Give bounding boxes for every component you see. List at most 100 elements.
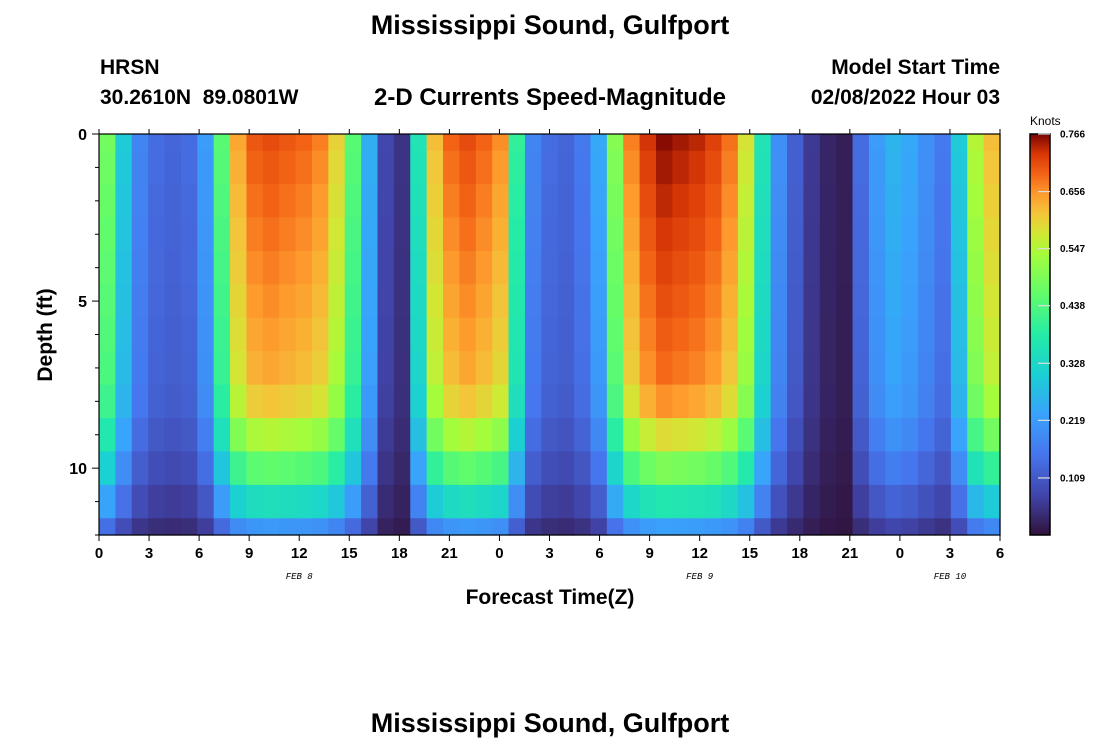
- heatmap-cell: [639, 317, 657, 352]
- heatmap-cell: [180, 250, 198, 285]
- heatmap-cell: [934, 217, 952, 252]
- heatmap-cell: [115, 317, 133, 352]
- heatmap-cell: [885, 518, 903, 536]
- heatmap-cell: [967, 250, 985, 285]
- heatmap-cell: [819, 250, 837, 285]
- heatmap-cell: [541, 150, 559, 185]
- heatmap-cell: [803, 134, 821, 152]
- heatmap-cell: [246, 418, 264, 453]
- heatmap-cell: [164, 134, 182, 152]
- heatmap-cell: [574, 451, 592, 486]
- heatmap-cell: [180, 184, 198, 219]
- heatmap-cell: [361, 317, 379, 352]
- heatmap-cell: [393, 484, 411, 519]
- heatmap-cell: [115, 150, 133, 185]
- heatmap-cell: [328, 518, 346, 536]
- heatmap-cell: [148, 351, 166, 386]
- heatmap-cell: [344, 184, 362, 219]
- heatmap-cell: [639, 484, 657, 519]
- heatmap-cell: [770, 184, 788, 219]
- heatmap-cell: [443, 451, 460, 486]
- heatmap-cell: [361, 351, 379, 386]
- heatmap-cell: [524, 518, 542, 536]
- heatmap-cell: [655, 134, 673, 152]
- heatmap-cell: [836, 384, 854, 419]
- heatmap-cell: [230, 284, 248, 319]
- heatmap-cell: [377, 217, 395, 252]
- heatmap-cell: [868, 351, 886, 386]
- heatmap-cell: [197, 484, 215, 519]
- heatmap-cell: [770, 351, 788, 386]
- heatmap-cell: [344, 284, 362, 319]
- heatmap-cell: [508, 384, 526, 419]
- heatmap-cell: [639, 418, 657, 453]
- heatmap-cell: [459, 217, 477, 252]
- heatmap-cell: [508, 451, 526, 486]
- heatmap-cell: [213, 451, 231, 486]
- heatmap-cell: [770, 384, 788, 419]
- heatmap-cell: [393, 217, 411, 252]
- heatmap-cell: [262, 184, 280, 219]
- heatmap-cell: [426, 284, 444, 319]
- heatmap-cell: [459, 250, 477, 285]
- heatmap-cell: [148, 451, 166, 486]
- heatmap-cell: [983, 150, 1001, 185]
- heatmap-cell: [311, 518, 329, 536]
- x-tick-label: 0: [95, 545, 103, 562]
- heatmap-cell: [819, 134, 837, 152]
- heatmap-cell: [508, 317, 526, 352]
- heatmap-cell: [295, 317, 313, 352]
- heatmap-cell: [328, 134, 346, 152]
- heatmap-cell: [918, 150, 936, 185]
- colorbar-tick-label: 0.109: [1060, 473, 1085, 484]
- heatmap-cell: [148, 250, 166, 285]
- heatmap-cell: [344, 451, 362, 486]
- heatmap-cell: [737, 518, 755, 536]
- heatmap-cell: [344, 134, 362, 152]
- x-tick-label: 0: [896, 545, 904, 562]
- heatmap-cell: [803, 384, 821, 419]
- station-coordinates: 30.2610N 89.0801W: [100, 86, 299, 109]
- heatmap-cell: [606, 451, 624, 486]
- heatmap-cell: [361, 150, 379, 185]
- heatmap-cell: [279, 418, 297, 453]
- heatmap-cell: [459, 134, 477, 152]
- heatmap-cell: [99, 217, 116, 252]
- heatmap-cell: [639, 250, 657, 285]
- heatmap-cell: [410, 484, 428, 519]
- heatmap-cell: [393, 384, 411, 419]
- heatmap-cell: [737, 317, 755, 352]
- heatmap-cell: [99, 284, 116, 319]
- heatmap-cell: [803, 518, 821, 536]
- heatmap-cell: [443, 284, 460, 319]
- heatmap-cell: [344, 317, 362, 352]
- heatmap-cell: [590, 384, 608, 419]
- heatmap-cell: [852, 150, 870, 185]
- heatmap-cell: [410, 317, 428, 352]
- heatmap-cell: [393, 250, 411, 285]
- heatmap-cell: [213, 317, 231, 352]
- heatmap-cell: [754, 518, 772, 536]
- heatmap-cell: [737, 134, 755, 152]
- heatmap-cell: [590, 351, 608, 386]
- heatmap-cell: [950, 518, 968, 536]
- heatmap-cell: [852, 217, 870, 252]
- heatmap-cell: [606, 351, 624, 386]
- heatmap-cell: [574, 184, 592, 219]
- heatmap-cell: [950, 418, 968, 453]
- heatmap-cell: [410, 250, 428, 285]
- heatmap-cell: [819, 217, 837, 252]
- y-tick-label: 5: [78, 294, 87, 311]
- heatmap-cell: [148, 284, 166, 319]
- heatmap-cell: [574, 250, 592, 285]
- heatmap-cell: [606, 518, 624, 536]
- heatmap-cell: [492, 384, 510, 419]
- heatmap-cell: [885, 451, 903, 486]
- heatmap-cell: [819, 351, 837, 386]
- heatmap-cell: [213, 384, 231, 419]
- heatmap-cell: [918, 250, 936, 285]
- colorbar-tick-label: 0.766: [1060, 130, 1085, 141]
- heatmap-cell: [606, 317, 624, 352]
- heatmap-cell: [934, 418, 952, 453]
- heatmap-cell: [623, 484, 641, 519]
